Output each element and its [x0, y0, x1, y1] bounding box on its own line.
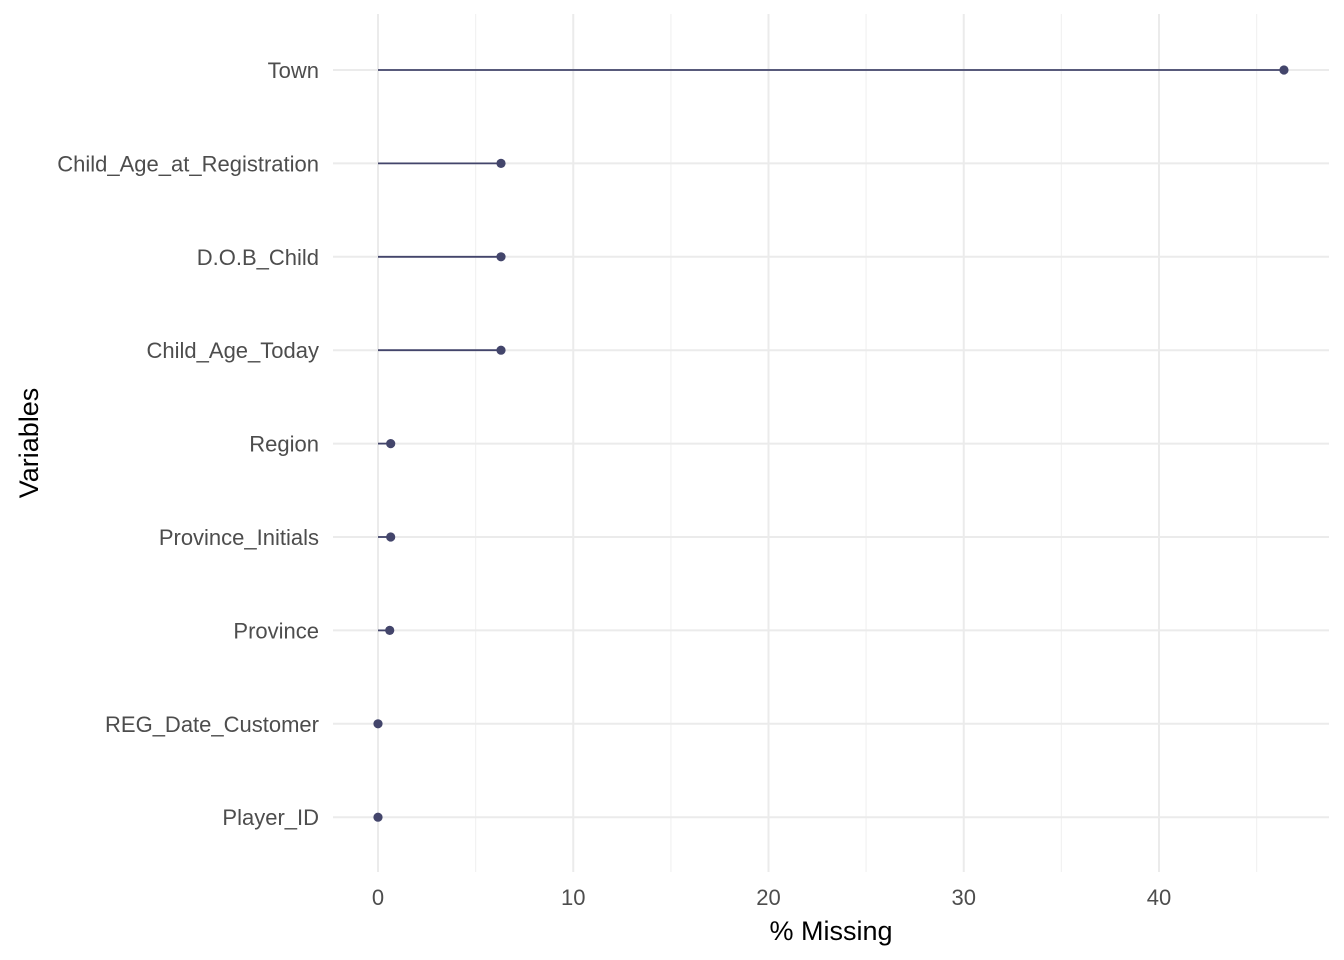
- data-point: [496, 252, 506, 262]
- data-point: [373, 719, 383, 729]
- x-tick-labels: 0 10 20 30 40: [372, 885, 1171, 910]
- y-tick-label: D.O.B_Child: [197, 245, 319, 270]
- x-tick-label: 40: [1147, 885, 1171, 910]
- y-tick-label: Town: [268, 58, 319, 83]
- y-tick-label: Child_Age_at_Registration: [57, 151, 319, 176]
- x-tick-label: 0: [372, 885, 384, 910]
- y-tick-label: Province: [233, 618, 319, 643]
- y-axis-title: Variables: [14, 388, 44, 499]
- data-point: [496, 345, 506, 355]
- data-point: [386, 439, 396, 449]
- lollipop-segments: [378, 69, 1284, 632]
- data-point: [386, 532, 396, 542]
- y-tick-labels: Town Child_Age_at_Registration D.O.B_Child…: [57, 58, 319, 830]
- y-tick-label: Player_ID: [222, 805, 319, 830]
- data-point: [373, 812, 383, 822]
- y-tick-label: Region: [249, 432, 319, 457]
- data-point: [385, 625, 395, 636]
- y-tick-label: Child_Age_Today: [147, 338, 319, 363]
- gridlines: [333, 14, 1329, 872]
- x-tick-label: 10: [561, 885, 585, 910]
- x-axis-title: % Missing: [769, 916, 892, 946]
- y-tick-label: REG_Date_Customer: [105, 712, 319, 737]
- lollipop-points: [373, 65, 1289, 822]
- y-tick-label: Province_Initials: [159, 525, 319, 550]
- data-point: [1279, 65, 1289, 75]
- x-tick-label: 20: [756, 885, 780, 910]
- x-tick-label: 30: [952, 885, 976, 910]
- data-point: [496, 158, 506, 168]
